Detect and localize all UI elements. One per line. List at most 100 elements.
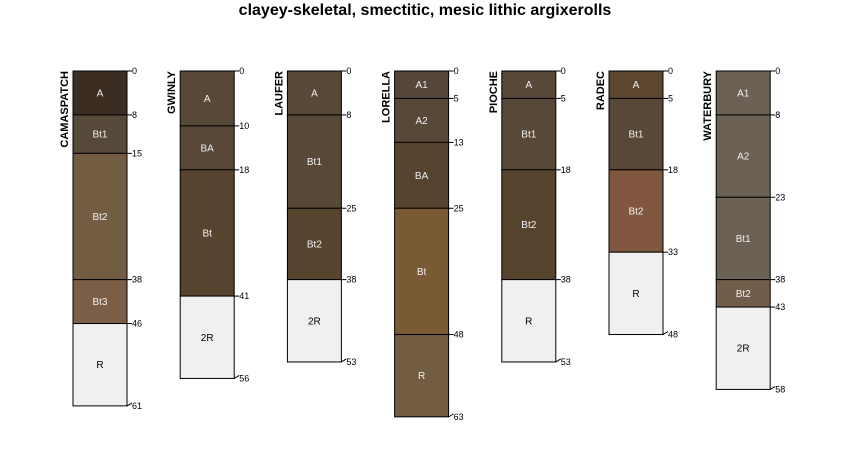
horizon [286, 207, 342, 281]
horizon [501, 169, 557, 281]
profile-name: LAUFER [273, 71, 285, 116]
depth-label: 0 [346, 66, 351, 76]
depth-label: 25 [454, 203, 464, 213]
depth-tick [555, 358, 562, 363]
depth-label: 18 [239, 165, 249, 175]
depth-label: 15 [132, 148, 142, 158]
horizon [72, 323, 128, 407]
horizon-label: Bt1 [307, 157, 322, 168]
horizon [286, 114, 342, 209]
horizon [608, 251, 664, 336]
horizon [715, 70, 771, 116]
depth-label: 43 [775, 302, 785, 312]
horizon-label: A [633, 80, 640, 91]
depth-label: 0 [239, 66, 244, 76]
depth-label: 41 [239, 291, 249, 301]
depth-label: 58 [775, 384, 785, 394]
horizon-label: Bt2 [92, 212, 107, 223]
horizon-label: R [632, 289, 639, 300]
profile-name: GWINLY [166, 70, 178, 114]
horizon-label: A2 [737, 152, 750, 163]
depth-label: 38 [775, 275, 785, 285]
depth-label: 18 [668, 165, 678, 175]
horizon-label: A [525, 80, 532, 91]
horizon-label: 2R [308, 316, 321, 327]
horizon-label: R [96, 360, 103, 371]
horizon-label: A [204, 94, 211, 105]
horizon [72, 70, 128, 116]
horizon [286, 279, 342, 363]
horizon [608, 169, 664, 253]
depth-label: 8 [132, 110, 137, 120]
depth-label: 8 [346, 110, 351, 120]
depth-label: 0 [668, 66, 673, 76]
horizon-label: A2 [415, 116, 428, 127]
horizon [501, 97, 557, 171]
horizon [501, 70, 557, 99]
depth-label: 0 [132, 66, 137, 76]
horizon [608, 70, 664, 99]
depth-label: 0 [775, 66, 780, 76]
horizon-label: Bt [202, 228, 212, 239]
depth-label: 38 [132, 275, 142, 285]
depth-label: 23 [775, 192, 785, 202]
depth-tick [233, 375, 240, 379]
horizon [179, 169, 235, 297]
horizon [394, 141, 450, 209]
depth-tick [662, 331, 669, 335]
horizon-label: Bt [417, 267, 427, 278]
horizon-label: A1 [415, 80, 428, 91]
horizon [715, 196, 771, 281]
depth-label: 48 [668, 330, 678, 340]
diagram-title: clayey-skeletal, smectitic, mesic lithic… [238, 2, 612, 19]
profile-name: LORELLA [381, 71, 393, 123]
horizon [608, 97, 664, 171]
depth-label: 46 [132, 319, 142, 329]
horizon-label: Bt1 [92, 130, 107, 141]
horizon-label: Bt3 [92, 297, 107, 308]
depth-label: 5 [668, 93, 673, 103]
depth-label: 38 [346, 275, 356, 285]
horizon-label: 2R [737, 344, 750, 355]
horizon-label: R [525, 316, 532, 327]
horizon [72, 152, 128, 281]
horizon [715, 279, 771, 308]
horizon-label: 2R [201, 333, 214, 344]
depth-label: 53 [561, 357, 571, 367]
depth-label: 38 [561, 275, 571, 285]
depth-label: 5 [561, 93, 566, 103]
horizon [394, 207, 450, 336]
profile-name: CAMASPATCH [59, 71, 71, 148]
horizon [715, 306, 771, 390]
horizon [286, 70, 342, 116]
horizon-label: A [97, 88, 104, 99]
horizon [394, 334, 450, 418]
depth-label: 63 [454, 412, 464, 422]
depth-label: 56 [239, 373, 249, 383]
horizon-label: Bt1 [521, 130, 536, 141]
horizon-label: Bt2 [736, 289, 751, 300]
depth-tick [126, 402, 133, 407]
horizon [715, 114, 771, 198]
depth-label: 5 [454, 93, 459, 103]
depth-label: 48 [454, 330, 464, 340]
depth-tick [769, 385, 776, 390]
horizon-label: A [311, 88, 318, 99]
depth-label: 0 [454, 66, 459, 76]
depth-label: 8 [775, 110, 780, 120]
horizon [394, 70, 450, 99]
depth-label: 18 [561, 165, 571, 175]
horizon [179, 295, 235, 379]
horizon-label: Bt2 [628, 206, 643, 217]
horizon-label: R [418, 371, 425, 382]
depth-label: 0 [561, 66, 566, 76]
depth-label: 33 [668, 247, 678, 257]
horizon [501, 279, 557, 363]
depth-tick [341, 358, 347, 363]
profile-name: RADEC [595, 71, 607, 110]
horizon-label: BA [201, 143, 215, 154]
horizon-label: A1 [737, 88, 750, 99]
horizon-label: Bt2 [307, 239, 322, 250]
profile-name: WATERBURY [702, 70, 714, 140]
